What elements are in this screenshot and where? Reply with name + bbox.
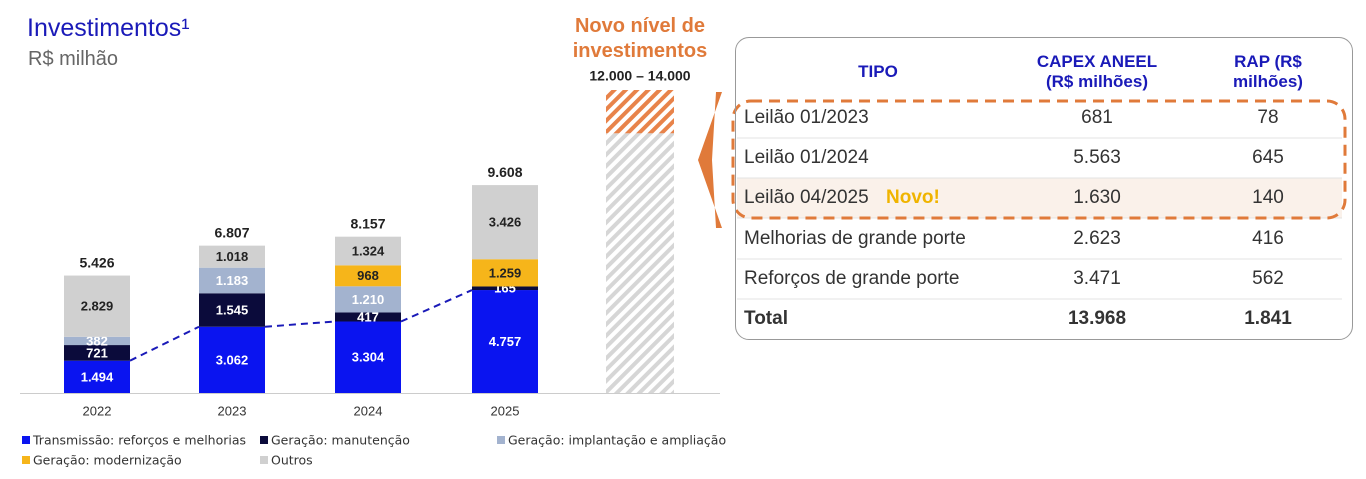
bar-segment <box>335 312 401 322</box>
bar-segment <box>335 321 401 393</box>
data-label: 1.018 <box>216 249 249 264</box>
legend-swatch <box>22 436 30 444</box>
chart-subtitle: R$ milhão <box>28 48 119 70</box>
table-cell: 78 <box>1257 107 1279 128</box>
data-label: 1.210 <box>352 292 385 307</box>
bar-segment <box>472 286 538 291</box>
table-cell: 562 <box>1252 268 1284 289</box>
data-label: 4.757 <box>489 334 522 349</box>
range-title: Novo nível de investimentos <box>572 15 708 62</box>
table-total: 13.968 <box>1067 308 1127 329</box>
bar-segment <box>199 293 265 327</box>
data-label: 2.829 <box>81 299 114 314</box>
total-label: 5.426 <box>79 254 114 270</box>
data-label: 382 <box>86 333 108 348</box>
table-cell: Reforços de grande porte <box>744 268 960 289</box>
data-label: 417 <box>357 309 379 324</box>
table-header: TIPO <box>858 62 898 81</box>
x-tick-label: 2025 <box>491 403 520 418</box>
legend-swatch <box>497 436 505 444</box>
bar-segment <box>64 345 130 361</box>
table-cell: Leilão 01/2024 <box>744 147 869 168</box>
table-header: CAPEX ANEEL (R$ milhões) <box>1036 52 1158 91</box>
bar-segment <box>64 360 130 393</box>
bar-segment <box>199 267 265 294</box>
total-label: 9.608 <box>487 164 522 180</box>
data-label: 3.426 <box>489 215 522 230</box>
legend-label: Geração: manutenção <box>271 433 410 448</box>
data-label: 1.183 <box>216 273 249 288</box>
range-label: 12.000 – 14.000 <box>589 68 690 84</box>
bar-segment <box>472 290 538 393</box>
table-cell: 140 <box>1252 187 1284 208</box>
data-label: 1.494 <box>81 369 114 384</box>
bar-segment <box>64 336 130 346</box>
data-label: 1.324 <box>352 243 385 258</box>
bar-segment <box>472 259 538 287</box>
table-cell: 5.563 <box>1073 147 1121 168</box>
legend-label: Geração: implantação e ampliação <box>508 433 726 448</box>
bar-segment <box>64 275 130 337</box>
bar-segment <box>335 265 401 287</box>
trend-line <box>129 289 473 362</box>
table-cell: 681 <box>1081 107 1113 128</box>
new-tag: Novo! <box>886 187 940 208</box>
data-label: 968 <box>357 268 379 283</box>
data-label: 3.304 <box>352 350 385 365</box>
table-cell: 645 <box>1252 147 1284 168</box>
legend-swatch <box>260 456 268 464</box>
bar-segment <box>335 286 401 313</box>
x-tick-label: 2024 <box>354 403 383 418</box>
table-header: RAP (R$ milhões) <box>1233 52 1303 91</box>
data-label: 1.259 <box>489 265 522 280</box>
legend-label: Transmissão: reforços e melhorias <box>32 433 246 448</box>
table-total: Total <box>744 308 788 329</box>
range-base <box>606 133 674 394</box>
table-total: 1.841 <box>1244 308 1292 329</box>
table-box <box>735 37 1353 340</box>
table-cell: Leilão 01/2023 <box>744 107 869 128</box>
legend-swatch <box>260 436 268 444</box>
table-cell: Leilão 04/2025 <box>744 187 869 208</box>
table-cell: 1.630 <box>1073 187 1121 208</box>
bar-segment <box>199 245 265 268</box>
table-cell: 3.471 <box>1073 268 1121 289</box>
table-cell: Melhorias de grande porte <box>744 228 966 249</box>
legend-label: Geração: modernização <box>33 453 182 468</box>
table-cell: 416 <box>1252 228 1284 249</box>
table-cell: 2.623 <box>1073 228 1121 249</box>
data-label: 3.062 <box>216 352 249 367</box>
legend-label: Outros <box>271 453 313 468</box>
chart-title: Investimentos¹ <box>27 14 190 42</box>
highlight-row <box>737 178 1342 218</box>
bar-segment <box>199 326 265 393</box>
total-label: 6.807 <box>214 224 249 240</box>
highlight-frame <box>731 99 1347 220</box>
x-tick-label: 2023 <box>218 403 247 418</box>
legend-swatch <box>22 456 30 464</box>
data-label: 1.545 <box>216 302 249 317</box>
total-label: 8.157 <box>350 215 385 231</box>
bar-segment <box>335 236 401 266</box>
arrow <box>698 92 722 228</box>
bar-segment <box>472 185 538 260</box>
data-label: 721 <box>86 345 108 360</box>
range-band <box>606 90 674 134</box>
x-tick-label: 2022 <box>83 403 112 418</box>
